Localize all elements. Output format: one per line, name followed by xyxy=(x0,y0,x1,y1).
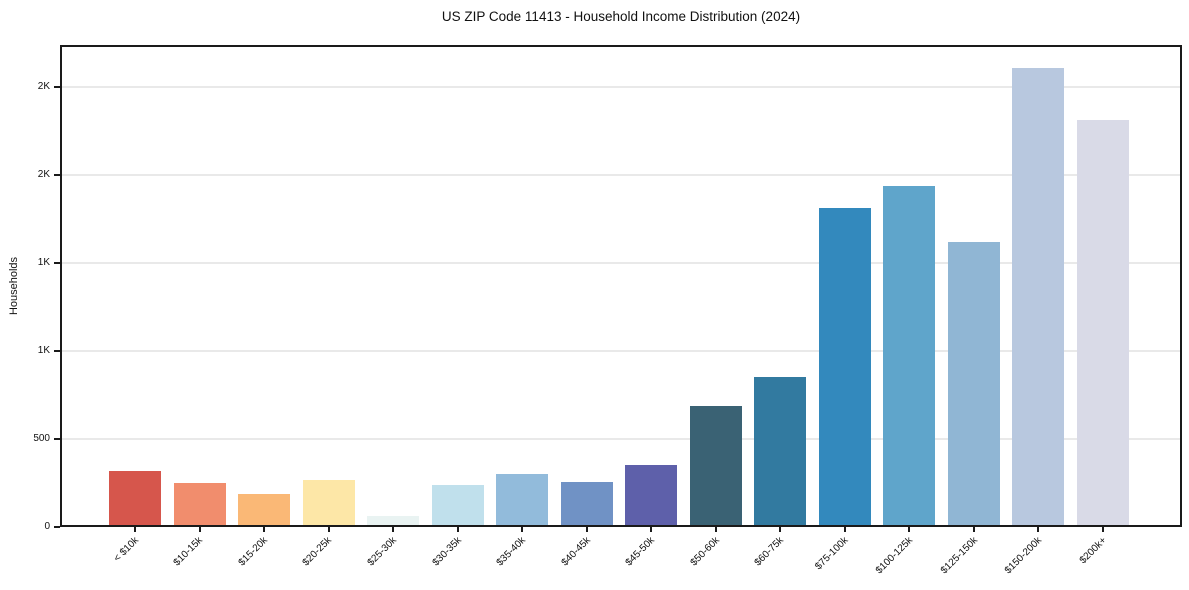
bar-4 xyxy=(367,516,420,527)
bar-6 xyxy=(496,474,549,527)
y-tick-mark xyxy=(54,350,60,352)
gridline xyxy=(62,438,1180,440)
x-tick-label: $10-15k xyxy=(171,535,206,569)
bar-7 xyxy=(560,482,613,527)
y-tick-mark xyxy=(54,86,60,88)
x-tick-mark xyxy=(198,527,201,532)
x-tick-label: $100-125k xyxy=(873,535,916,577)
gridline xyxy=(62,86,1180,88)
bar-14 xyxy=(1012,67,1065,527)
y-tick-mark xyxy=(54,262,60,264)
x-tick-label: < $10k xyxy=(111,535,141,565)
x-tick-mark xyxy=(972,527,975,532)
x-tick-label: $40-45k xyxy=(559,535,593,569)
bar-9 xyxy=(689,405,742,527)
y-tick-mark xyxy=(54,526,60,528)
x-tick-mark xyxy=(908,527,911,532)
bar-12 xyxy=(883,185,936,527)
x-tick-label: $35-40k xyxy=(494,535,528,569)
y-tick-mark xyxy=(54,174,60,176)
x-tick-mark xyxy=(714,527,717,532)
x-tick-label: $15-20k xyxy=(236,535,270,569)
x-tick-mark xyxy=(585,527,588,532)
bar-8 xyxy=(625,465,678,527)
bar-11 xyxy=(818,208,871,527)
x-tick-label: $200k+ xyxy=(1077,535,1109,567)
y-tick-mark xyxy=(54,438,60,440)
bar-0 xyxy=(109,470,161,527)
gridline xyxy=(62,262,1180,264)
bar-2 xyxy=(238,493,291,527)
x-tick-mark xyxy=(779,527,782,532)
x-tick-mark xyxy=(1101,527,1104,532)
x-tick-mark xyxy=(650,527,653,532)
x-tick-label: $150-200k xyxy=(1003,535,1045,577)
y-tick-label: 2K xyxy=(37,81,50,92)
bar-15 xyxy=(1076,120,1129,527)
x-tick-mark xyxy=(327,527,330,532)
bar-5 xyxy=(431,484,484,527)
chart-title: US ZIP Code 11413 - Household Income Dis… xyxy=(441,9,801,24)
x-tick-mark xyxy=(1037,527,1040,532)
x-tick-label: $60-75k xyxy=(752,535,787,569)
y-tick-label: 1K xyxy=(37,257,50,268)
x-tick-mark xyxy=(392,527,395,532)
x-tick-mark xyxy=(521,527,524,532)
y-tick-label: 1K xyxy=(37,345,50,356)
x-tick-mark xyxy=(456,527,459,532)
x-tick-label: $30-35k xyxy=(430,535,464,569)
y-tick-label: 0 xyxy=(44,521,50,532)
x-tick-label: $125-150k xyxy=(938,535,980,577)
x-tick-mark xyxy=(263,527,266,532)
bar-13 xyxy=(947,241,1000,527)
y-tick-label: 2K xyxy=(37,169,50,180)
x-tick-mark xyxy=(134,527,136,532)
gridline xyxy=(62,174,1180,176)
x-tick-label: $25-30k xyxy=(365,535,399,569)
x-tick-label: $75-100k xyxy=(813,535,851,573)
y-tick-label: 500 xyxy=(33,433,50,444)
x-tick-label: $50-60k xyxy=(688,535,722,569)
x-tick-label: $45-50k xyxy=(623,535,658,569)
bar-1 xyxy=(173,483,226,527)
bar-10 xyxy=(754,376,807,527)
gridline xyxy=(62,350,1180,352)
x-tick-label: $20-25k xyxy=(301,535,335,569)
bar-3 xyxy=(302,480,355,527)
x-tick-mark xyxy=(843,527,846,532)
